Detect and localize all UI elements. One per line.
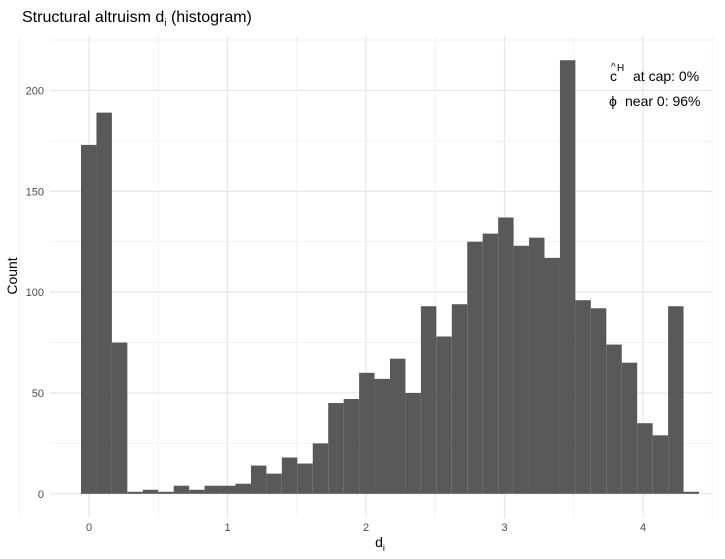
cap-hat: ^ bbox=[611, 62, 616, 73]
histogram-bar bbox=[111, 342, 128, 494]
x-axis-label-subscript: i bbox=[383, 543, 385, 553]
histogram-bar bbox=[173, 485, 190, 494]
histogram-bar bbox=[81, 144, 97, 494]
histogram-bar bbox=[436, 336, 452, 494]
chart-title: Structural altruism di (histogram) bbox=[22, 9, 252, 30]
histogram-bar bbox=[189, 489, 205, 494]
histogram-bar bbox=[652, 435, 669, 494]
x-axis-ticks: 0 1 2 3 4 bbox=[86, 522, 646, 534]
histogram-bars bbox=[81, 60, 699, 494]
histogram-bar bbox=[420, 306, 437, 494]
y-tick-label: 50 bbox=[32, 388, 44, 400]
x-tick-label: 1 bbox=[224, 522, 230, 534]
histogram-bar bbox=[467, 241, 483, 494]
histogram-bar bbox=[637, 423, 653, 494]
histogram-bar bbox=[266, 473, 282, 494]
histogram-bar bbox=[158, 491, 174, 494]
histogram-bar bbox=[621, 362, 638, 494]
histogram-bar bbox=[96, 112, 112, 494]
x-tick-label: 2 bbox=[363, 522, 369, 534]
cap-symbol: c bbox=[610, 68, 617, 84]
histogram-bar bbox=[297, 463, 313, 494]
histogram-bar bbox=[142, 489, 159, 494]
histogram-bar bbox=[590, 308, 607, 494]
cap-text: at cap: 0% bbox=[633, 68, 699, 84]
x-tick-label: 4 bbox=[640, 522, 646, 534]
y-axis-ticks: 0 50 100 150 200 bbox=[26, 85, 44, 500]
histogram-bar bbox=[359, 372, 375, 494]
histogram-bar bbox=[127, 491, 143, 494]
y-tick-label: 100 bbox=[26, 287, 44, 299]
x-tick-label: 0 bbox=[86, 522, 92, 534]
cap-superscript: H bbox=[617, 63, 624, 74]
histogram-bar bbox=[374, 378, 390, 494]
phi-symbol: ϕ bbox=[609, 93, 617, 109]
histogram-bar bbox=[498, 217, 514, 494]
y-tick-label: 200 bbox=[26, 85, 44, 97]
histogram-bar bbox=[328, 403, 344, 494]
y-tick-label: 0 bbox=[38, 489, 44, 501]
phi-text: near 0: 96% bbox=[625, 93, 701, 109]
histogram-bar bbox=[220, 485, 236, 494]
histogram-bar bbox=[668, 306, 684, 494]
histogram-bar bbox=[559, 60, 576, 494]
title-subscript: i bbox=[164, 18, 166, 29]
histogram-bar bbox=[575, 300, 591, 494]
histogram-bar bbox=[235, 483, 251, 494]
histogram-bar bbox=[544, 257, 560, 494]
annotation-phi: ϕ near 0: 96% bbox=[609, 93, 701, 109]
histogram-bar bbox=[405, 392, 421, 494]
histogram-bar bbox=[312, 443, 329, 494]
histogram-bar bbox=[482, 233, 499, 494]
histogram-bar bbox=[683, 491, 699, 494]
histogram-bar bbox=[451, 304, 468, 494]
y-tick-label: 150 bbox=[26, 186, 44, 198]
annotation-cap: cH at cap: 0% ^ bbox=[610, 58, 699, 84]
histogram-bar bbox=[250, 465, 267, 494]
histogram-bar bbox=[513, 245, 530, 494]
histogram-bar bbox=[343, 399, 360, 494]
x-axis-label: di bbox=[375, 534, 385, 553]
histogram-bar bbox=[204, 485, 221, 494]
histogram-bar bbox=[281, 457, 298, 494]
svg-text:cH at cap: 0%: cH at cap: 0% bbox=[610, 58, 699, 84]
histogram-bar bbox=[606, 344, 622, 494]
x-tick-label: 3 bbox=[501, 522, 507, 534]
y-axis-label: Count bbox=[4, 257, 20, 294]
histogram-bar bbox=[390, 358, 406, 494]
histogram-bar bbox=[529, 237, 545, 494]
